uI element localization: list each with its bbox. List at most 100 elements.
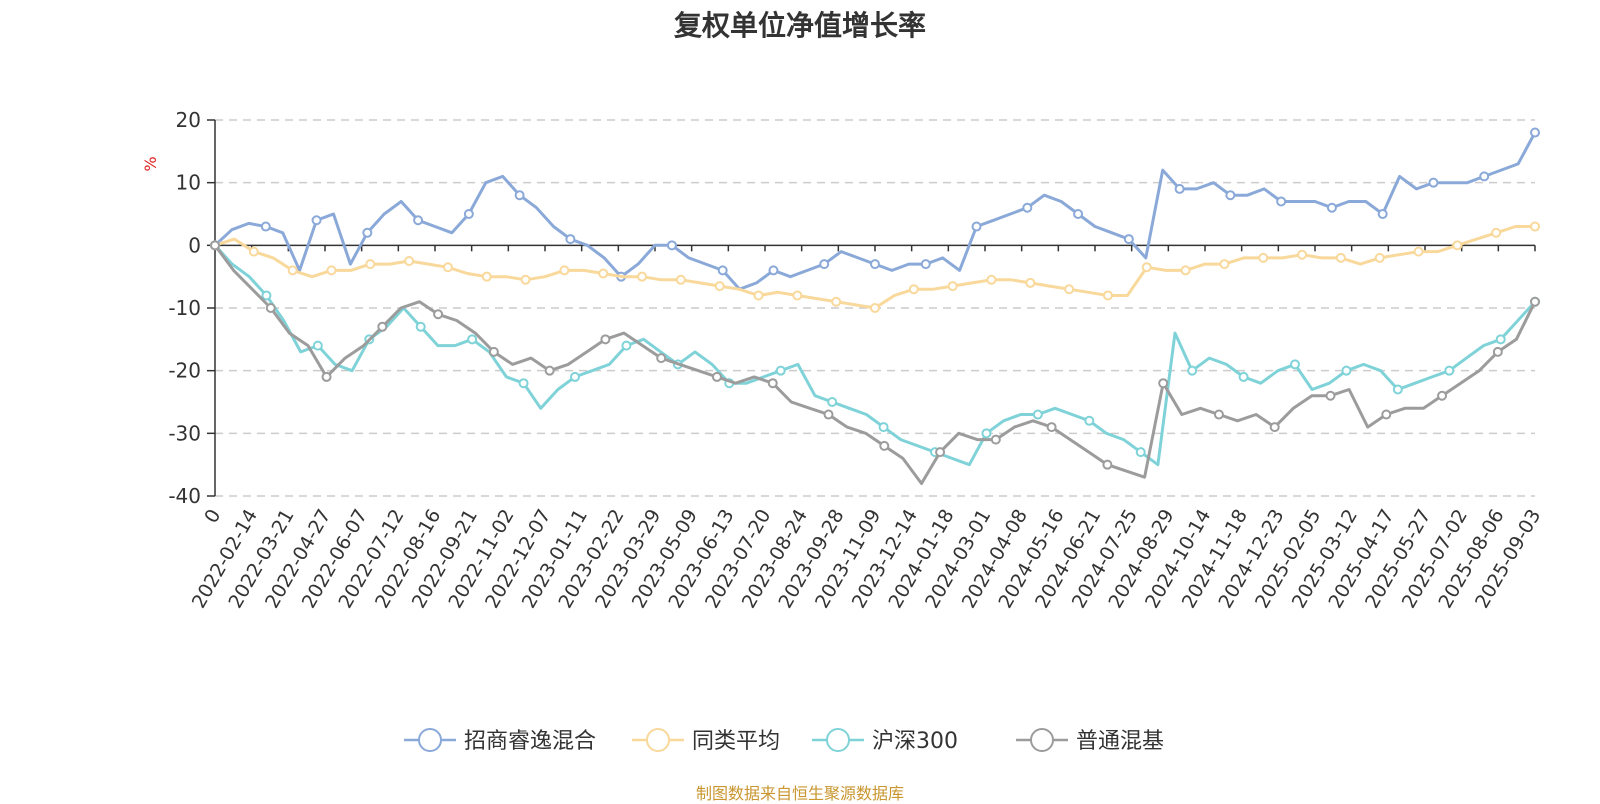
series-point (1381, 409, 1392, 420)
legend-label: 招商睿逸混合 (464, 729, 596, 754)
series-point (514, 190, 525, 201)
y-tick-label: -30 (168, 421, 201, 445)
series-point (768, 265, 779, 276)
series-point (637, 271, 648, 282)
x-tick-label: 0 (200, 506, 225, 527)
series-point (878, 422, 889, 433)
series-point (1374, 252, 1385, 263)
series-point (1530, 221, 1540, 232)
y-tick-label: -10 (168, 296, 201, 320)
series-point (1258, 252, 1269, 263)
source-note: 制图数据来自恒生聚源数据库 (695, 784, 904, 803)
y-axis-label: % (141, 156, 160, 171)
series-point (1437, 390, 1448, 401)
series-point (287, 265, 298, 276)
series-point (559, 265, 570, 276)
series-point (870, 303, 880, 313)
series-layer (210, 127, 1540, 485)
series-point (1444, 365, 1455, 376)
series-point (415, 321, 426, 332)
series-point (1428, 177, 1439, 188)
series-point (1290, 359, 1300, 370)
series-point (481, 271, 492, 282)
series-point (600, 334, 611, 345)
series-point (711, 371, 722, 382)
legend-label: 同类平均 (692, 729, 780, 754)
legend-label: 普通混基 (1076, 729, 1164, 754)
series-point (656, 353, 667, 364)
series-point (377, 321, 388, 332)
series-point (947, 281, 958, 292)
series-point (714, 281, 725, 292)
series-point (544, 365, 555, 376)
chart-title: 复权单位净值增长率 (673, 9, 926, 42)
series-point (1102, 459, 1113, 470)
series-point (260, 221, 271, 232)
series-point (1022, 202, 1033, 213)
series-point (1495, 334, 1506, 345)
series-point (1180, 265, 1191, 276)
series-point (717, 265, 728, 276)
series-point (753, 290, 764, 301)
series-point (1491, 227, 1502, 238)
series-point (675, 274, 686, 285)
series-point (1452, 240, 1463, 251)
series-point (1238, 371, 1249, 382)
series-line (213, 244, 1537, 485)
series-point (1530, 127, 1540, 138)
series-point (792, 290, 803, 301)
series-point (990, 434, 1001, 445)
legend-marker (826, 728, 850, 752)
series-point (261, 290, 272, 301)
y-tick-label: 20 (176, 108, 201, 132)
legend-marker (646, 728, 670, 752)
series-point (981, 428, 992, 439)
series-point (570, 371, 580, 382)
series-point (775, 365, 786, 376)
series-point (1213, 409, 1224, 420)
y-tick-label: 0 (188, 233, 201, 257)
series-point (1025, 277, 1036, 288)
series-line (213, 244, 1537, 467)
series-point (1141, 262, 1152, 273)
series-point (827, 397, 838, 407)
series-point (1187, 365, 1198, 376)
series-point (1135, 447, 1146, 458)
series-point (311, 215, 322, 226)
series-point (971, 221, 982, 232)
series-point (1174, 183, 1185, 194)
y-tick-label: -40 (168, 484, 201, 508)
series-point (1297, 249, 1308, 260)
series-point (1219, 259, 1230, 270)
series-point (935, 447, 946, 458)
series-point (321, 371, 332, 382)
series-point (1530, 296, 1540, 307)
series-point (565, 234, 576, 245)
series-point (1084, 415, 1095, 426)
series-point (621, 340, 632, 351)
series-point (463, 209, 474, 219)
series-point (1046, 422, 1057, 433)
series-point (362, 227, 373, 238)
series-point (488, 346, 499, 357)
series-point (1123, 234, 1134, 245)
series-point (986, 274, 997, 285)
series-point (518, 378, 529, 389)
series-point (210, 240, 220, 251)
series-point (248, 246, 259, 257)
legend-marker (1030, 728, 1054, 752)
series-point (920, 259, 931, 270)
series-point (598, 268, 609, 279)
legend: 招商睿逸混合 同类平均 沪深300 普通混基 (404, 728, 1164, 754)
series-point (1064, 284, 1075, 295)
series-point (1073, 209, 1084, 219)
series-point (467, 334, 478, 345)
series-point (767, 378, 778, 389)
series-point (365, 259, 376, 270)
series-point (1102, 290, 1113, 301)
series-point (819, 259, 830, 270)
series-point (1225, 190, 1236, 201)
series-point (1392, 384, 1403, 395)
y-tick-label: -20 (168, 359, 201, 383)
series-point (1158, 378, 1169, 389)
